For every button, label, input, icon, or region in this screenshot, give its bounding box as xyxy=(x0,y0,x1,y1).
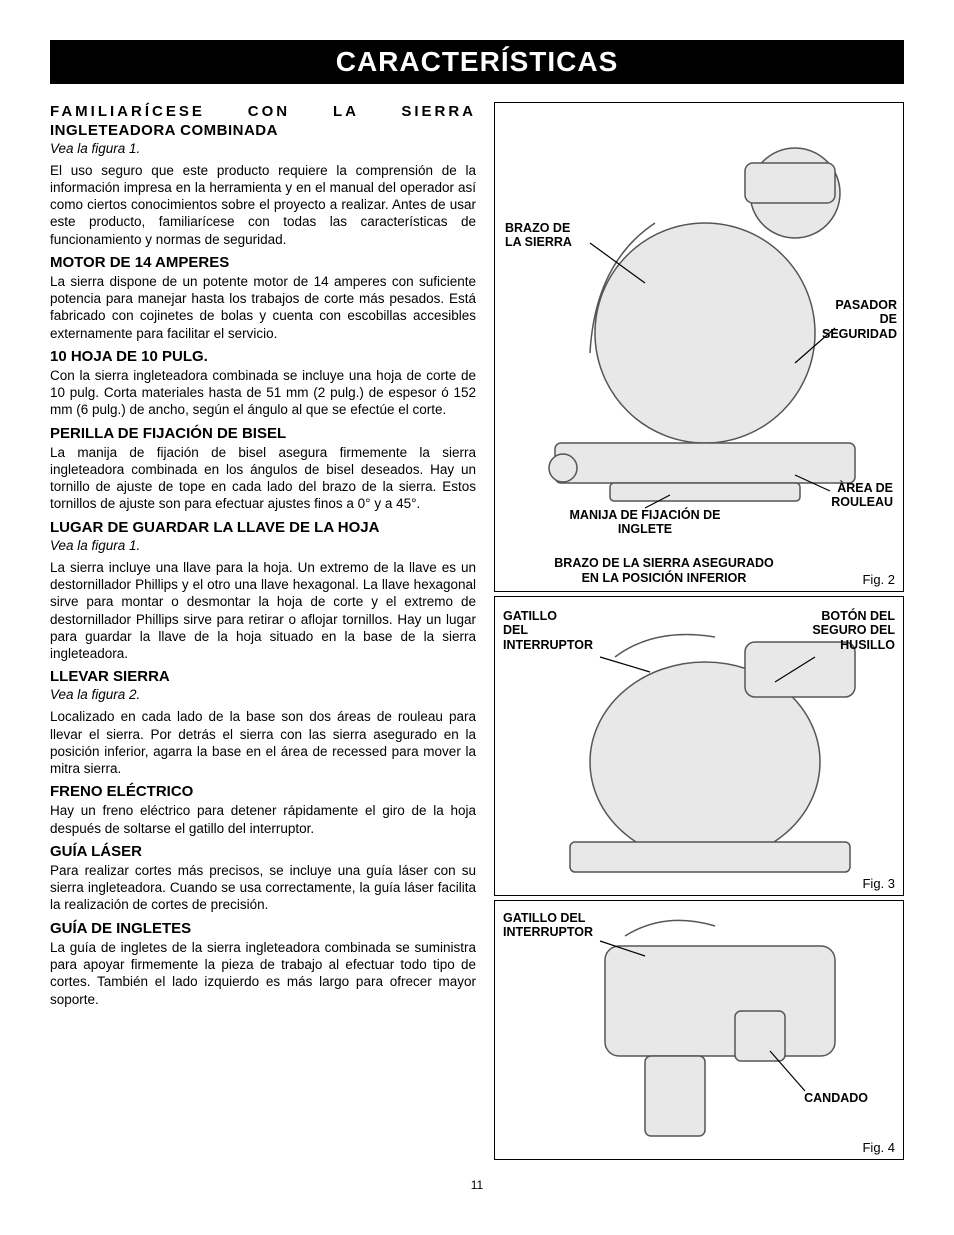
heading-blade: 10 HOJA DE 10 PULG. xyxy=(50,348,476,365)
paragraph-wrench: La sierra incluye una llave para la hoja… xyxy=(50,559,476,663)
paragraph-brake: Hay un freno eléctrico para detener rápi… xyxy=(50,802,476,837)
heading-motor: MOTOR DE 14 AMPERES xyxy=(50,254,476,271)
callout-gatillo4: GATILLO DELINTERRUPTOR xyxy=(503,911,593,940)
figure-2-box: BRAZO DELA SIERRA PASADORDESEGURIDAD ÀRE… xyxy=(494,102,904,592)
intro-paragraph: El uso seguro que este producto requiere… xyxy=(50,162,476,248)
caption-fig1b: Vea la figura 1. xyxy=(50,538,476,553)
figure-3-label: Fig. 3 xyxy=(862,876,895,891)
caption-fig2: Vea la figura 2. xyxy=(50,687,476,702)
heading-wrench: LUGAR DE GUARDAR LA LLAVE DE LA HOJA xyxy=(50,519,476,536)
callout-boton: BOTÓN DELSEGURO DELHUSILLO xyxy=(812,609,895,652)
left-column: FAMILIARÍCESE CON LA SIERRA INGLETEADORA… xyxy=(50,102,476,1164)
figure-4-label: Fig. 4 xyxy=(862,1140,895,1155)
paragraph-carry: Localizado en cada lado de la base son d… xyxy=(50,708,476,777)
figure-3-box: GATILLODELINTERRUPTOR BOTÓN DELSEGURO DE… xyxy=(494,596,904,896)
right-column: BRAZO DELA SIERRA PASADORDESEGURIDAD ÀRE… xyxy=(494,102,904,1164)
callout-gatillo3: GATILLODELINTERRUPTOR xyxy=(503,609,593,652)
callout-area: ÀREA DEROULEAU xyxy=(831,481,893,510)
heading-laser: GUÍA LÁSER xyxy=(50,843,476,860)
callout-manija: MANIJA DE FIJACIÓN DEINGLETE xyxy=(550,508,740,537)
page-banner: CARACTERÍSTICAS xyxy=(50,40,904,84)
figure-2-label: Fig. 2 xyxy=(862,572,895,587)
paragraph-miter: La guía de ingletes de la sierra inglete… xyxy=(50,939,476,1008)
main-heading-line2: INGLETEADORA COMBINADA xyxy=(50,122,476,139)
paragraph-laser: Para realizar cortes más precisos, se in… xyxy=(50,862,476,914)
page-number: 11 xyxy=(50,1178,904,1192)
figure-2-caption: BRAZO DE LA SIERRA ASEGURADOEN LA POSICI… xyxy=(495,556,833,585)
heading-brake: FRENO ELÉCTRICO xyxy=(50,783,476,800)
paragraph-bevel: La manija de fijación de bisel asegura f… xyxy=(50,444,476,513)
callout-pasador: PASADORDESEGURIDAD xyxy=(822,298,897,341)
figure-4-box: GATILLO DELINTERRUPTOR CANDADO Fig. 4 xyxy=(494,900,904,1160)
caption-fig1a: Vea la figura 1. xyxy=(50,141,476,156)
heading-miter: GUÍA DE INGLETES xyxy=(50,920,476,937)
paragraph-motor: La sierra dispone de un potente motor de… xyxy=(50,273,476,342)
callout-candado: CANDADO xyxy=(804,1091,868,1105)
main-heading-line1: FAMILIARÍCESE CON LA SIERRA xyxy=(50,102,476,122)
paragraph-blade: Con la sierra ingleteadora combinada se … xyxy=(50,367,476,419)
figure-4-drawing xyxy=(495,901,905,1161)
two-column-layout: FAMILIARÍCESE CON LA SIERRA INGLETEADORA… xyxy=(50,102,904,1164)
heading-carry: LLEVAR SIERRA xyxy=(50,668,476,685)
heading-bevel: PERILLA DE FIJACIÓN DE BISEL xyxy=(50,425,476,442)
callout-brazo: BRAZO DELA SIERRA xyxy=(505,221,572,250)
